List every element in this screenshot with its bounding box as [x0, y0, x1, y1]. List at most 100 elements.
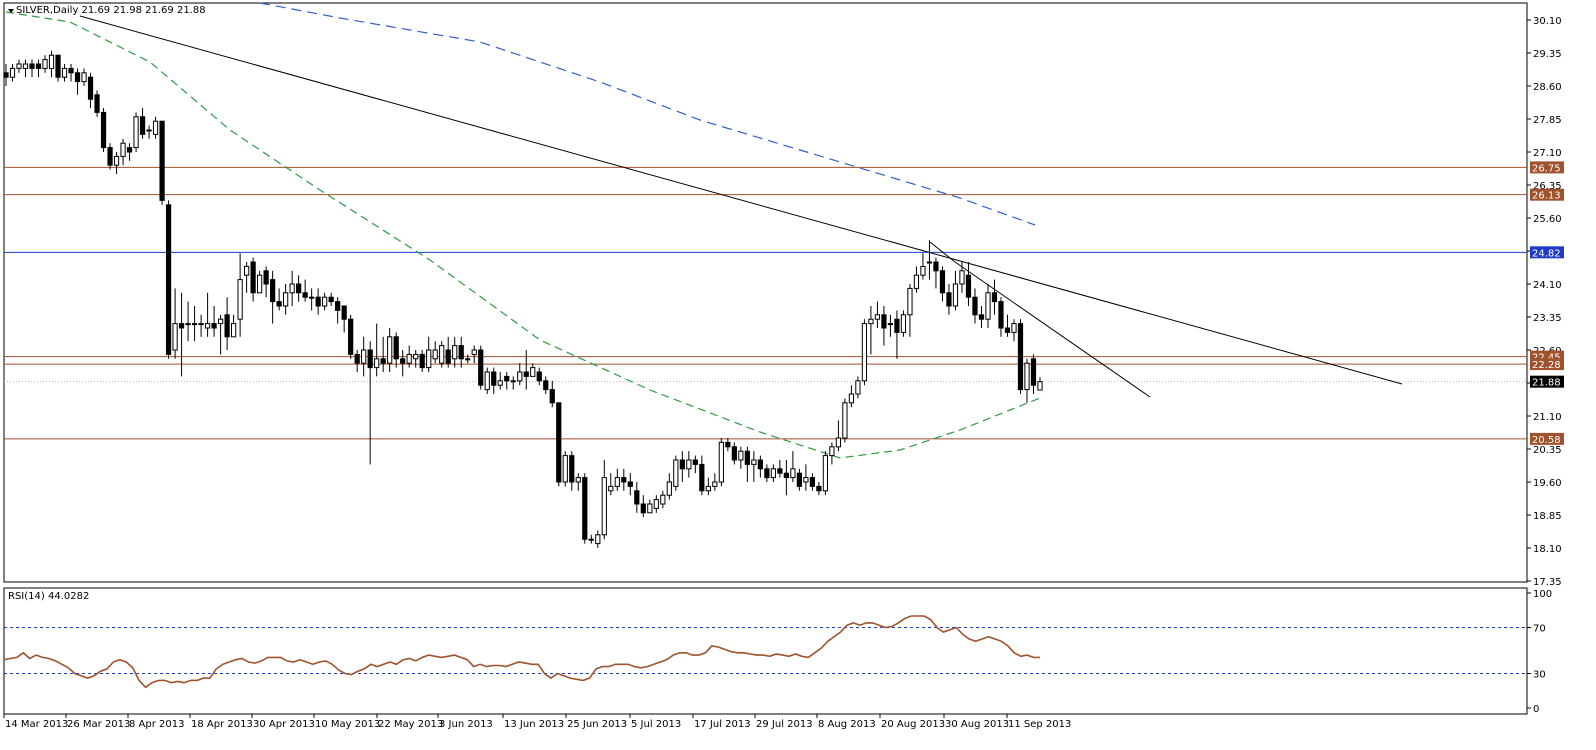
- candle: [608, 473, 614, 496]
- time-tick-label: 29 Jul 2013: [756, 719, 813, 730]
- rsi-line: [3, 615, 1040, 689]
- candle-body-bull: [913, 274, 920, 289]
- candle: [491, 367, 497, 394]
- candle: [432, 341, 438, 364]
- candle: [920, 253, 926, 280]
- candle-body-bull: [237, 279, 243, 320]
- candle-body-bear: [543, 380, 549, 391]
- candle-body-bear: [315, 296, 321, 307]
- dropdown-triangle-icon[interactable]: [8, 9, 14, 13]
- candle: [796, 468, 802, 491]
- candle: [309, 288, 315, 311]
- candle: [770, 464, 776, 482]
- candles: [3, 50, 1043, 548]
- candle-body-bull: [432, 349, 438, 360]
- candle: [978, 306, 985, 328]
- candle: [406, 345, 412, 368]
- candle-body-bear: [991, 292, 998, 303]
- candle-body-bear: [549, 389, 555, 404]
- candle: [159, 120, 165, 205]
- candle-body-bear: [946, 292, 952, 307]
- candle: [1017, 319, 1024, 394]
- candle-body-bull: [1037, 381, 1043, 391]
- candle: [1024, 358, 1030, 403]
- candle: [87, 72, 94, 108]
- candle-body-bear: [523, 371, 529, 377]
- candle-body-bull: [647, 503, 653, 514]
- rsi-axis: 100 70 30 0: [1527, 589, 1552, 715]
- candle: [575, 473, 581, 491]
- rsi-tick-label: 0: [1533, 704, 1539, 715]
- candle: [725, 438, 731, 452]
- candle: [55, 54, 61, 82]
- time-tick-label: 3 Jun 2013: [439, 719, 493, 730]
- candle-body-bear: [978, 314, 985, 320]
- candle-body-bear: [764, 468, 770, 479]
- candle-body-bull: [113, 155, 120, 166]
- candle-body-bull: [289, 283, 295, 294]
- level-tag-label: 22.28: [1532, 360, 1561, 371]
- candle: [146, 125, 152, 139]
- candle-body-bull: [530, 367, 536, 377]
- level-tag-26.13: 26.13: [1530, 188, 1564, 202]
- candle-body-bear: [126, 147, 133, 153]
- candle-body-bear: [263, 270, 269, 285]
- candle-body-bull: [887, 323, 894, 326]
- current-price-tag-bg: [1530, 375, 1564, 388]
- candle-body-bear: [1030, 358, 1037, 386]
- candle: [165, 200, 172, 359]
- candle: [647, 499, 653, 514]
- level-tag-20.58: 20.58: [1530, 432, 1564, 446]
- candle: [387, 328, 393, 372]
- candle: [881, 306, 887, 346]
- horizontal-levels: [4, 166, 1527, 440]
- candle-body-bear: [556, 402, 562, 483]
- candle-body-bull: [608, 485, 614, 492]
- candle: [29, 59, 35, 78]
- candle-body-bull: [16, 63, 22, 69]
- price-panel: [3, 2, 1528, 583]
- candle: [614, 468, 620, 491]
- candle-body-bear: [328, 296, 334, 303]
- candle: [152, 116, 159, 139]
- price-tick-label: 18.10: [1533, 544, 1562, 555]
- candle-body-bear: [796, 472, 802, 487]
- candle: [113, 152, 120, 174]
- candle-body-bear: [159, 120, 165, 201]
- candle: [536, 367, 542, 386]
- candle-body-bear: [731, 446, 737, 461]
- candle-body-bear: [679, 459, 685, 470]
- candle: [452, 336, 458, 368]
- candle: [126, 143, 133, 161]
- candle: [315, 288, 321, 315]
- candle: [276, 288, 282, 311]
- candle: [296, 275, 302, 302]
- candle-body-bear: [380, 358, 386, 364]
- candle: [107, 143, 113, 170]
- candle: [393, 332, 399, 368]
- peak-trendline-a: [929, 241, 956, 263]
- candle: [634, 482, 640, 513]
- candle-body-bear: [100, 111, 107, 149]
- candle: [946, 284, 952, 315]
- candle: [627, 473, 633, 496]
- candle: [913, 266, 920, 293]
- time-tick-label: 18 Apr 2013: [191, 719, 253, 730]
- candle-body-bear: [224, 314, 230, 338]
- candle: [965, 262, 972, 306]
- candle-body-bull: [198, 323, 204, 326]
- chart-header[interactable]: SILVER,Daily 21.69 21.98 21.69 21.88: [8, 5, 206, 16]
- candle: [374, 323, 380, 377]
- candle-body-bull: [172, 323, 178, 351]
- candle-body-bull: [152, 120, 159, 135]
- candle: [283, 284, 289, 315]
- candle-body-bear: [621, 477, 627, 483]
- candle: [191, 306, 198, 342]
- time-tick-label: 25 Jun 2013: [567, 719, 627, 730]
- candle-body-bull: [133, 116, 139, 149]
- candle: [94, 90, 100, 117]
- candle: [322, 292, 328, 311]
- candle-body-bull: [230, 323, 237, 338]
- candle-body-bear: [35, 63, 42, 69]
